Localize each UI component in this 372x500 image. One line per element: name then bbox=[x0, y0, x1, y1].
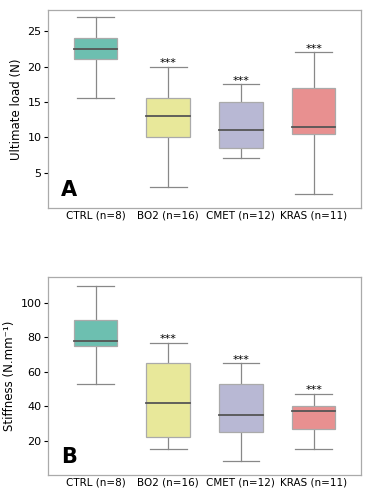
Bar bbox=[147, 363, 190, 437]
Text: ***: *** bbox=[305, 385, 322, 395]
Y-axis label: Stiffness (N.mm⁻¹): Stiffness (N.mm⁻¹) bbox=[3, 321, 16, 432]
Bar bbox=[74, 38, 118, 60]
Text: A: A bbox=[61, 180, 77, 200]
Text: ***: *** bbox=[160, 334, 177, 344]
Bar bbox=[292, 88, 336, 134]
Text: ***: *** bbox=[305, 44, 322, 54]
Bar bbox=[147, 98, 190, 137]
Text: ***: *** bbox=[160, 58, 177, 68]
Bar bbox=[219, 102, 263, 148]
Bar bbox=[292, 406, 336, 428]
Y-axis label: Ultimate load (N): Ultimate load (N) bbox=[10, 58, 23, 160]
Text: B: B bbox=[61, 447, 77, 467]
Bar bbox=[74, 320, 118, 346]
Bar bbox=[219, 384, 263, 432]
Text: ***: *** bbox=[232, 76, 249, 86]
Text: ***: *** bbox=[232, 355, 249, 365]
